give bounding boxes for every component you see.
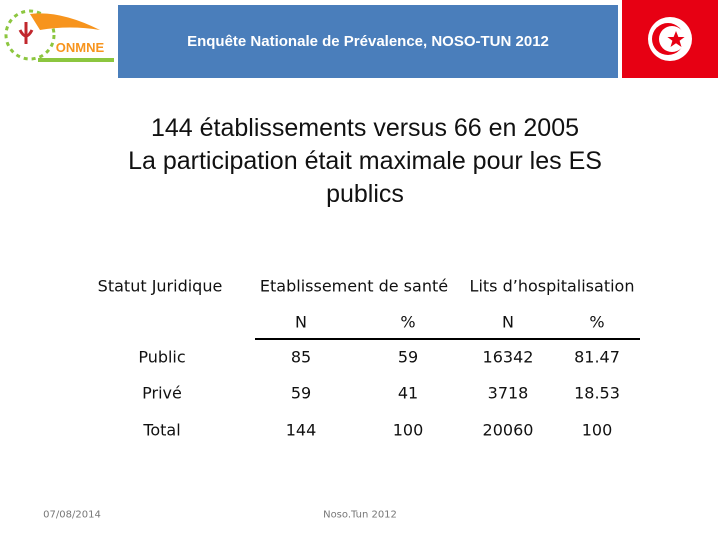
column-subheader: %: [589, 312, 605, 332]
column-subheader: N: [295, 312, 307, 332]
logo-bar: [38, 58, 114, 62]
logo-text: ONMNE: [56, 40, 105, 55]
table-cell: 18.53: [574, 383, 620, 403]
flag-star: [667, 31, 685, 47]
table-cell: 41: [397, 383, 419, 403]
heading: 144 établissements versus 66 en 2005 La p…: [60, 112, 670, 211]
logo-symbol: [18, 22, 34, 44]
table-cell: 59: [290, 383, 312, 403]
heading-line: 144 établissements versus 66 en 2005: [150, 114, 580, 142]
table-cell: 81.47: [574, 347, 620, 367]
table-cell: 85: [290, 347, 312, 367]
table-cell: 100: [392, 420, 424, 440]
table-cell: 20060: [482, 420, 534, 440]
row-label: Privé: [142, 383, 182, 403]
table-cell: 16342: [482, 347, 534, 367]
column-subheader: %: [400, 312, 416, 332]
heading-line: La participation était maximale pour les…: [128, 147, 602, 175]
logo-ring: [4, 9, 56, 61]
column-header: Etablissement de santé: [259, 276, 449, 296]
banner-title: Enquête Nationale de Prévalence, NOSO-TU…: [118, 5, 618, 78]
footer-source: Noso.Tun 2012: [323, 509, 397, 521]
logo: ONMNE: [4, 9, 114, 62]
table-cell: 100: [581, 420, 613, 440]
footer-date: 07/08/2014: [43, 509, 101, 521]
table-cell: 3718: [487, 383, 529, 403]
row-label: Total: [143, 420, 181, 440]
table-rule: [255, 338, 640, 340]
flag: [622, 0, 718, 78]
column-header: Lits d’hospitalisation: [469, 276, 635, 296]
table-cell: 144: [285, 420, 317, 440]
logo-swoosh: [30, 13, 100, 31]
heading-line: publics: [326, 180, 404, 208]
column-header: Statut Juridique: [97, 276, 223, 296]
table-cell: 59: [397, 347, 419, 367]
row-label: Public: [138, 347, 186, 367]
column-subheader: N: [502, 312, 514, 332]
